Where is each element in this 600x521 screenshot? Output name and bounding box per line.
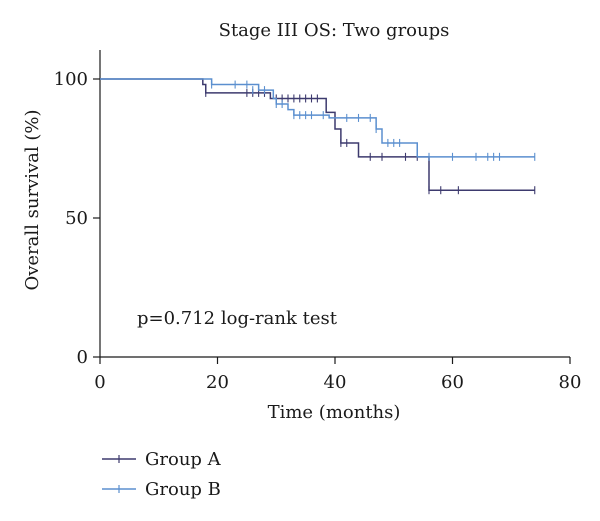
series-layer xyxy=(100,78,536,195)
x-tick-label: 40 xyxy=(324,372,347,393)
y-ticks: 0 50 100 xyxy=(54,69,100,368)
legend-item-group-b: Group B xyxy=(102,479,221,500)
chart-title: Stage III OS: Two groups xyxy=(219,20,450,41)
legend: Group A Group B xyxy=(102,449,222,500)
y-tick-label: 50 xyxy=(65,208,88,229)
x-tick-label: 20 xyxy=(206,372,229,393)
y-tick-label: 0 xyxy=(77,347,88,368)
y-axis-label: Overall survival (%) xyxy=(22,109,43,290)
series-line-group-a xyxy=(100,78,535,191)
x-tick-label: 60 xyxy=(441,372,464,393)
x-tick-label: 80 xyxy=(559,372,582,393)
y-tick-label: 100 xyxy=(54,69,88,90)
legend-item-group-a: Group A xyxy=(102,449,222,470)
series-line-group-b xyxy=(100,78,535,158)
legend-label-group-b: Group B xyxy=(145,479,221,500)
x-tick-label: 0 xyxy=(94,372,105,393)
p-value-annotation: p=0.712 log-rank test xyxy=(137,308,338,329)
x-axis-label: Time (months) xyxy=(268,402,401,423)
x-ticks: 0 20 40 60 80 xyxy=(94,357,581,393)
legend-label-group-a: Group A xyxy=(145,449,222,470)
